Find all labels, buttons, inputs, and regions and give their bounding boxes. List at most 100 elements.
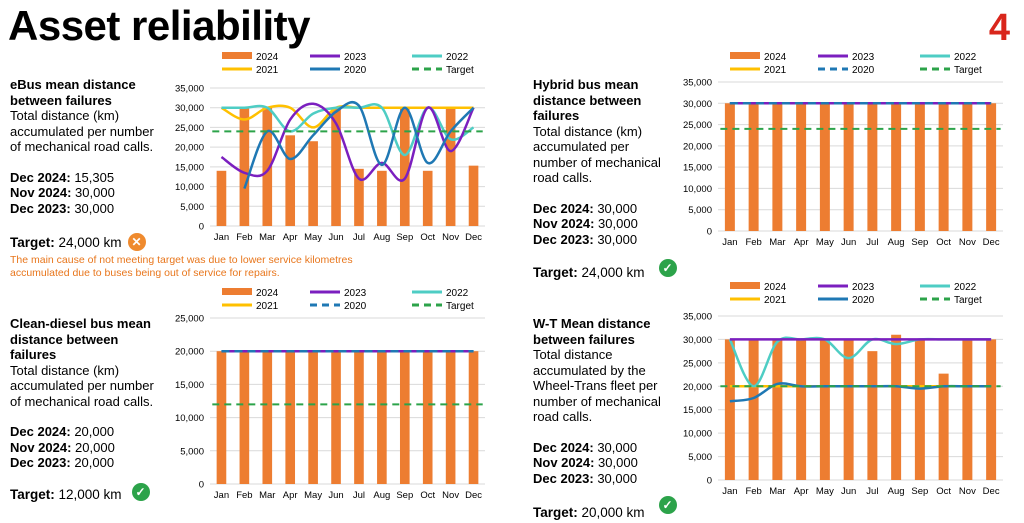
- x-tick-label: Dec: [983, 486, 1000, 497]
- y-tick-label: 10,000: [175, 182, 204, 193]
- legend-label-target: Target: [954, 65, 982, 76]
- legend-label-2024: 2024: [764, 282, 787, 293]
- series-line-2020: [243, 100, 475, 190]
- hybrid-chart: 2024 2023 2022 2021 2020 Target 0 5,000 10,000 15…: [683, 52, 1003, 248]
- legend-label-2023: 2023: [344, 288, 367, 299]
- legend-label-2022: 2022: [446, 52, 469, 63]
- legend-item-target: Target: [920, 65, 982, 76]
- bar-2024-nov: [962, 339, 973, 480]
- x-tick-label: Jul: [353, 490, 365, 501]
- x-tick-label: May: [304, 490, 322, 501]
- x-tick-label: Jul: [866, 486, 878, 497]
- legend-item-2020: 2020: [310, 301, 367, 312]
- x-tick-label: Apr: [794, 237, 809, 248]
- x-tick-label: Nov: [442, 232, 459, 243]
- x-tick-label: May: [816, 486, 834, 497]
- bar-2024-jul: [354, 168, 364, 226]
- legend-item-2023: 2023: [310, 52, 367, 63]
- legend-item-2022: 2022: [920, 52, 977, 63]
- x-tick-label: Feb: [745, 486, 761, 497]
- x-tick-label: Sep: [911, 237, 928, 248]
- legend-item-target: Target: [412, 301, 474, 312]
- y-tick-label: 35,000: [175, 84, 204, 95]
- bar-2024-oct: [938, 373, 949, 480]
- y-tick-label: 15,000: [683, 163, 712, 174]
- legend-label-2021: 2021: [256, 301, 279, 312]
- bar-2024-jun: [843, 339, 854, 480]
- bar-2024-may: [819, 339, 830, 480]
- y-tick-label: 25,000: [175, 123, 204, 134]
- y-tick-label: 30,000: [683, 99, 712, 110]
- diesel-stat-3: Dec 2023: 20,000: [10, 455, 115, 470]
- hybrid-stat-2: Nov 2024: 30,000: [533, 216, 638, 231]
- x-tick-label: Oct: [420, 490, 435, 501]
- bar-2024-aug: [891, 334, 902, 480]
- bar-2024-sep: [399, 351, 410, 484]
- legend-item-2024: 2024: [730, 282, 787, 293]
- legend-label-target: Target: [446, 65, 474, 76]
- x-tick-label: Jul: [866, 237, 878, 248]
- y-tick-label: 25,000: [175, 314, 204, 325]
- x-tick-label: Oct: [420, 232, 435, 243]
- y-tick-label: 30,000: [683, 335, 712, 346]
- wt-chart: 2024 2023 2022 2021 2020 Target 0 5,000 10,000 15…: [683, 282, 1003, 497]
- x-tick-label: Feb: [236, 490, 252, 501]
- x-tick-label: Jun: [328, 490, 343, 501]
- bar-2024-oct: [422, 351, 433, 484]
- wt-stat-2: Nov 2024: 30,000: [533, 455, 638, 470]
- x-tick-label: Aug: [888, 237, 905, 248]
- diesel-stat-2: Nov 2024: 20,000: [10, 439, 115, 455]
- legend-label-2023: 2023: [852, 52, 875, 63]
- bar-2024-aug: [891, 103, 902, 231]
- wt-description: Total distance accumulated by the Wheel-…: [533, 347, 661, 424]
- bar-2024-nov: [962, 103, 973, 231]
- legend-label-2024: 2024: [764, 52, 787, 63]
- x-tick-label: Nov: [959, 237, 976, 248]
- y-tick-label: 15,000: [175, 162, 204, 173]
- y-tick-label: 5,000: [688, 205, 712, 216]
- bar-2024-sep: [399, 107, 410, 226]
- diesel-description: Total distance (km) accumulated per numb…: [10, 362, 154, 409]
- x-tick-label: Mar: [769, 237, 785, 248]
- y-tick-label: 25,000: [683, 120, 712, 131]
- diesel-target: Target: 12,000 km ✓: [10, 482, 150, 502]
- bar-2024-mar: [772, 103, 783, 231]
- bar-2024-may: [819, 103, 830, 231]
- y-tick-label: 35,000: [683, 78, 712, 89]
- legend-item-2023: 2023: [818, 52, 875, 63]
- legend-item-target: Target: [920, 295, 982, 306]
- bar-2024-sep: [914, 339, 925, 480]
- legend-swatch-2024: [222, 288, 252, 295]
- diesel-chart: 2024 2023 2022 2021 2020 Target 0 5,000 10,000 15…: [175, 288, 485, 501]
- ebus-note: The main cause of not meeting target was…: [10, 254, 353, 279]
- ebus-heading: eBus mean distance between failures: [10, 77, 136, 108]
- legend-item-2022: 2022: [412, 288, 469, 299]
- ebus-stat-2: Nov 2024: 30,000: [10, 185, 115, 200]
- legend-label-2022: 2022: [954, 52, 977, 63]
- wt-panel-text: W-T Mean distance between failures Total…: [533, 316, 668, 486]
- wt-stat-1: Dec 2024: 30,000: [533, 439, 638, 455]
- diesel-stat-1: Dec 2024: 20,000: [10, 424, 115, 439]
- x-tick-label: Jun: [328, 232, 343, 243]
- bar-2024-may: [308, 351, 318, 484]
- x-tick-label: Nov: [442, 490, 459, 501]
- bar-2024-feb: [748, 339, 759, 480]
- x-tick-label: Mar: [259, 490, 275, 501]
- x-tick-label: Aug: [888, 486, 905, 497]
- legend-label-2021: 2021: [764, 295, 787, 306]
- hybrid-stat-1: Dec 2024: 30,000: [533, 200, 638, 216]
- legend-label-2020: 2020: [852, 295, 875, 306]
- x-tick-label: Jul: [353, 232, 365, 243]
- bar-2024-jan: [724, 103, 735, 231]
- hybrid-description: Total distance (km) accumulated per numb…: [533, 123, 661, 186]
- legend-item-2021: 2021: [222, 65, 279, 76]
- x-tick-label: Feb: [236, 232, 252, 243]
- check-icon: ✓: [658, 258, 677, 277]
- wt-stat-3: Dec 2023: 30,000: [533, 470, 638, 486]
- x-tick-label: Oct: [936, 237, 951, 248]
- x-tick-label: Dec: [465, 232, 482, 243]
- legend-item-2024: 2024: [730, 52, 787, 63]
- bar-2024-mar: [262, 107, 273, 226]
- x-tick-label: Jun: [841, 486, 856, 497]
- bar-2024-apr: [285, 351, 296, 484]
